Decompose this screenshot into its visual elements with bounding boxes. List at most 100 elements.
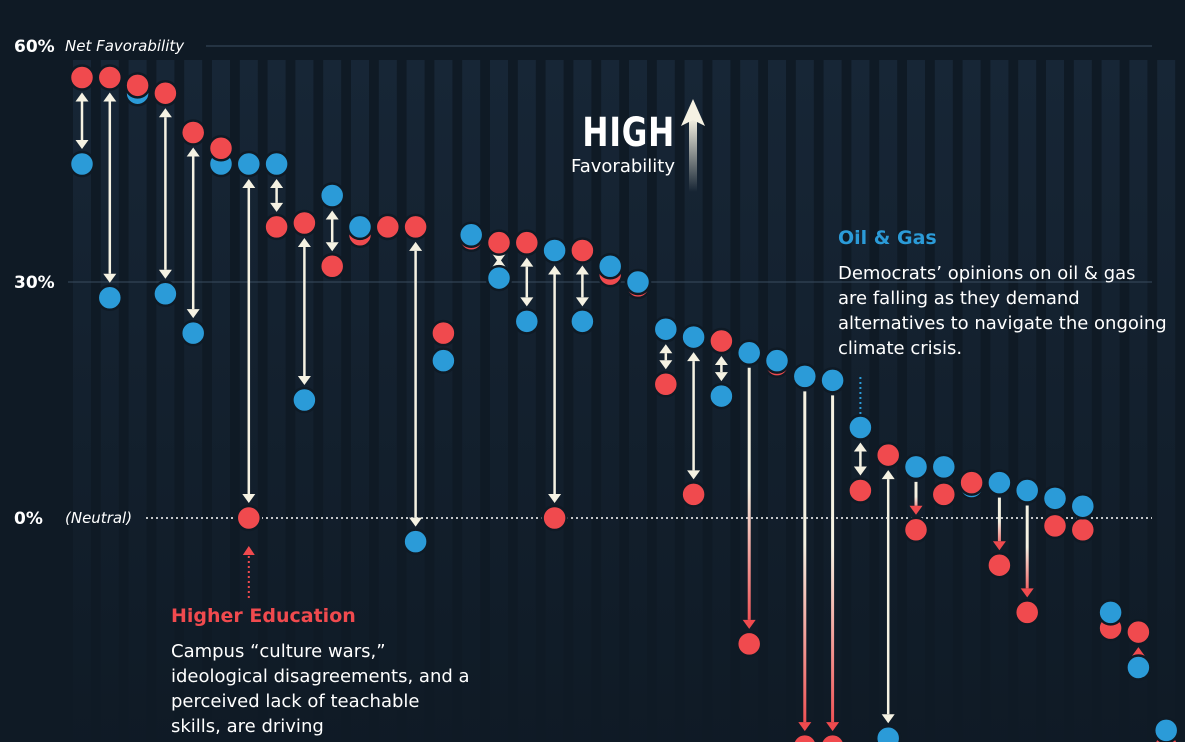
column-stripe — [73, 60, 91, 742]
arrow-head — [158, 269, 172, 279]
dot-series-a — [318, 182, 346, 209]
dot-series-a — [902, 453, 930, 481]
high-label-sub: Favorability — [571, 156, 675, 177]
arrow-head — [297, 376, 311, 385]
dot-series-a — [1125, 654, 1152, 681]
arrow-head — [992, 541, 1006, 551]
column-stripe — [962, 60, 981, 742]
arrow-head — [158, 108, 172, 118]
column-stripe — [184, 60, 203, 742]
annotation-higher-education-body: Campus “culture wars,” ideological disag… — [171, 641, 470, 737]
dot-series-b — [874, 441, 902, 469]
dot-series-b — [958, 469, 985, 496]
column-stripe — [1129, 60, 1148, 742]
dot-series-a — [930, 453, 958, 481]
column-stripe — [629, 60, 647, 742]
dot-series-a — [791, 363, 819, 390]
dot-series-b — [96, 64, 124, 91]
dot-series-b — [792, 732, 818, 742]
dot-series-a — [874, 725, 902, 742]
high-label-word: HIGH — [582, 110, 675, 156]
high-favorability-label: HIGH Favorability — [540, 110, 675, 178]
column-stripe — [934, 60, 953, 742]
arrow-head — [270, 202, 284, 212]
arrow-head — [575, 265, 589, 275]
column-stripe — [573, 60, 592, 742]
tick-sublabel: Net Favorability — [65, 37, 185, 55]
dot-series-a — [1097, 599, 1124, 626]
arrow-head — [881, 470, 895, 480]
arrow-head — [242, 494, 256, 503]
dot-series-b — [1125, 618, 1152, 646]
dot-series-b — [847, 477, 874, 504]
dot-series-a — [179, 319, 207, 347]
column-stripe — [907, 60, 925, 742]
dot-series-a — [847, 414, 874, 441]
data-points — [68, 64, 1180, 742]
annotation-higher-education-title: Higher Education — [171, 605, 356, 627]
arrow-head — [853, 442, 867, 452]
arrow-head — [881, 714, 895, 724]
dot-series-b — [68, 64, 96, 91]
dot-series-a — [652, 315, 680, 343]
dot-series-a — [291, 386, 318, 414]
dot-series-a — [96, 284, 124, 311]
annotation-oil-gas-body: Democrats’ opinions on oil & gas are fal… — [838, 263, 1167, 359]
dot-series-b — [318, 253, 346, 280]
column-stripe — [1046, 60, 1064, 742]
arrow-head — [75, 92, 89, 102]
dot-series-b — [735, 630, 763, 658]
dot-series-a — [68, 150, 96, 178]
column-stripe — [100, 60, 119, 742]
dot-series-a — [235, 150, 263, 178]
arrow-head — [520, 297, 534, 307]
dot-series-b — [179, 119, 207, 146]
column-stripe — [517, 60, 536, 742]
column-stripe — [434, 60, 453, 742]
dot-series-b — [263, 213, 290, 241]
dot-series-a — [263, 150, 290, 178]
dot-series-a — [735, 339, 763, 367]
arrow-head — [742, 619, 756, 629]
arrow-head — [687, 352, 701, 362]
column-stripe — [490, 60, 508, 742]
dot-series-b — [1069, 516, 1097, 544]
arrow-head — [548, 265, 562, 275]
dot-series-a — [1152, 717, 1180, 742]
higher-education-pointer-head — [242, 546, 255, 555]
arrow-head — [186, 147, 200, 157]
dot-series-b — [124, 72, 151, 99]
column-stripe — [1018, 60, 1037, 742]
arrow-head — [1020, 588, 1034, 598]
dot-series-a — [569, 308, 596, 335]
column-stripe — [212, 60, 230, 742]
arrow-head — [659, 360, 673, 370]
dot-series-a — [457, 221, 485, 249]
column-stripe — [768, 60, 786, 742]
arrow-head — [714, 372, 728, 382]
dot-series-a — [152, 280, 179, 308]
dot-series-b — [652, 371, 680, 398]
arrow-head — [409, 241, 423, 251]
arrow-head — [520, 257, 534, 267]
dot-series-a — [763, 347, 791, 374]
arrow-head — [548, 494, 562, 503]
tick-label: 0% — [14, 509, 43, 529]
high-favorability-arrow — [681, 99, 705, 192]
dot-series-b — [986, 551, 1013, 579]
column-stripe — [156, 60, 175, 742]
arrow-head — [103, 92, 117, 102]
annotation-oil-gas-title: Oil & Gas — [838, 227, 937, 249]
dot-series-a — [596, 253, 624, 280]
arrow-head — [186, 309, 200, 319]
arrow-head — [853, 466, 867, 476]
dot-series-a — [708, 382, 735, 410]
dot-series-b — [820, 732, 846, 742]
column-stripe — [1101, 60, 1120, 742]
dot-series-a — [1013, 477, 1041, 504]
column-stripe — [851, 60, 870, 742]
column-stripe — [656, 60, 675, 742]
arrow-head — [325, 210, 339, 220]
